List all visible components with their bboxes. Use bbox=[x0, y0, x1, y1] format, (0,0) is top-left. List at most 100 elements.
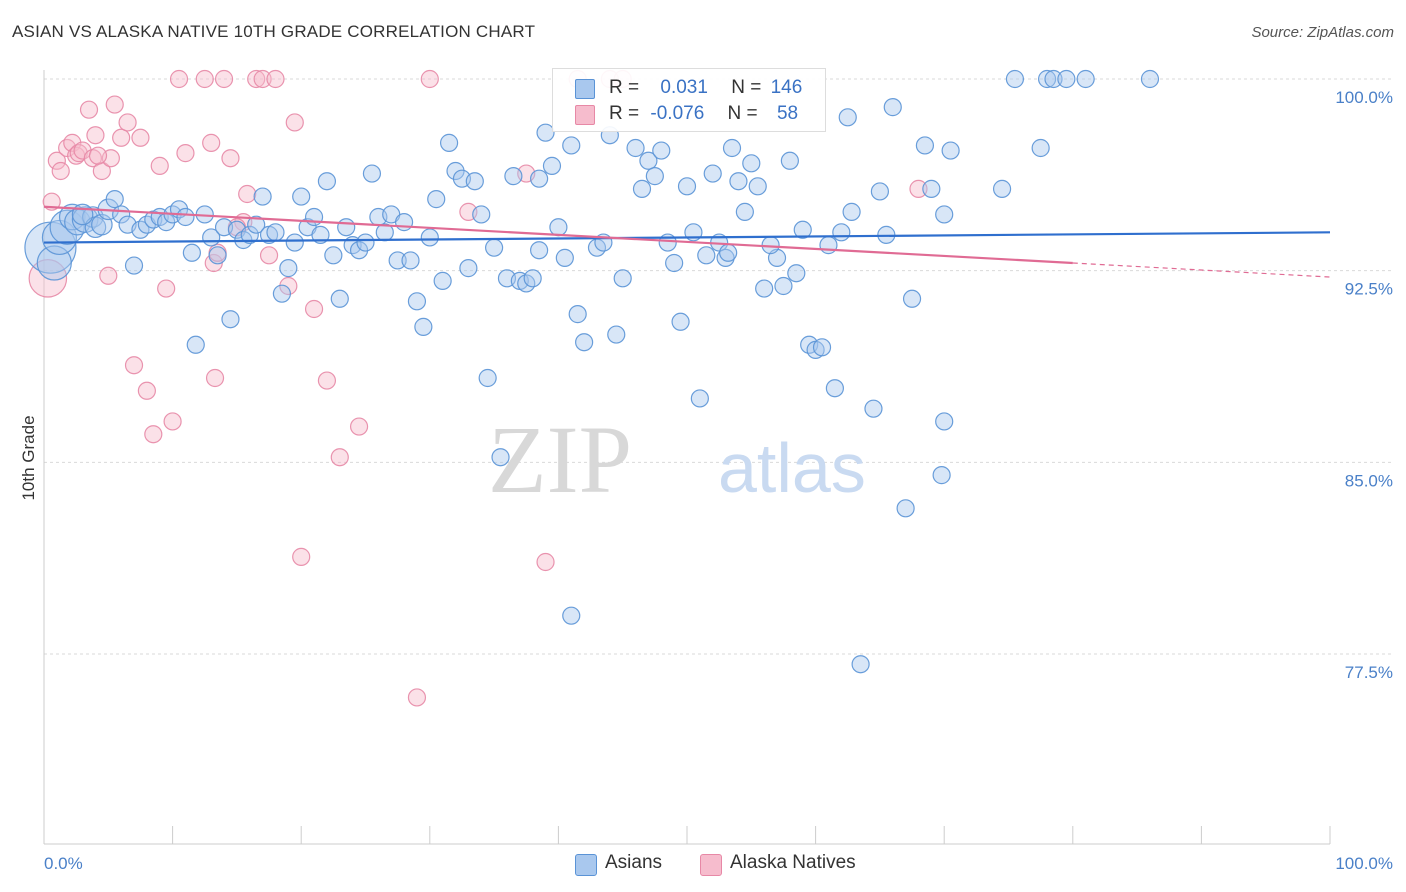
asian-point bbox=[935, 205, 954, 224]
asian-point bbox=[1037, 69, 1057, 89]
asian-point bbox=[465, 172, 484, 191]
asian-point bbox=[176, 207, 195, 227]
asian-point bbox=[902, 289, 922, 308]
asian-point bbox=[240, 225, 259, 244]
y-tick-label: 77.5% bbox=[1345, 663, 1393, 682]
legend-r-label: R = bbox=[609, 103, 640, 124]
asian-point bbox=[523, 269, 542, 288]
x-tick-label: 100.0% bbox=[1335, 854, 1393, 873]
asian-point bbox=[842, 202, 861, 221]
asian-point bbox=[755, 279, 774, 298]
asian-point bbox=[459, 259, 478, 278]
asian-point bbox=[838, 108, 857, 127]
alaska-point bbox=[112, 128, 131, 147]
asian-point bbox=[407, 292, 427, 311]
asian-point bbox=[491, 448, 510, 467]
asian-point bbox=[941, 141, 960, 160]
asian-point bbox=[652, 141, 671, 160]
asian-point bbox=[774, 276, 793, 296]
asian-point bbox=[883, 98, 902, 117]
alaska-point bbox=[330, 448, 349, 467]
asian-point bbox=[1140, 69, 1160, 89]
alaska-point bbox=[266, 69, 285, 89]
asian-point bbox=[639, 151, 658, 170]
asian-point bbox=[317, 172, 337, 191]
alaska-point bbox=[195, 69, 214, 89]
alaska-point bbox=[317, 371, 337, 390]
asian-point bbox=[1044, 69, 1063, 89]
alaska-point bbox=[536, 552, 555, 572]
alaska-point bbox=[92, 161, 111, 181]
asian-point bbox=[285, 233, 304, 252]
alaska-point bbox=[137, 381, 156, 400]
legend-swatch-alaska bbox=[575, 105, 595, 125]
alaska-point bbox=[247, 69, 266, 89]
asian-point bbox=[272, 284, 292, 303]
chart-title: ASIAN VS ALASKA NATIVE 10TH GRADE CORREL… bbox=[12, 22, 536, 41]
asian-point bbox=[182, 243, 201, 262]
alaska-point bbox=[202, 133, 221, 152]
axes bbox=[43, 70, 1331, 845]
asian-point bbox=[478, 368, 497, 388]
asian-point bbox=[356, 233, 375, 252]
alaska-point bbox=[169, 69, 189, 89]
asian-point bbox=[793, 220, 812, 239]
legend-n-value: 58 bbox=[776, 103, 799, 124]
alaska-point bbox=[407, 688, 427, 707]
asian-point bbox=[825, 379, 844, 398]
y-tick-labels: 100.0% 92.5% 85.0% 77.5% bbox=[1335, 88, 1393, 682]
asian-point bbox=[935, 412, 954, 431]
series-swatch-asians bbox=[575, 854, 597, 876]
asian-point bbox=[562, 606, 581, 625]
asian-point bbox=[832, 223, 851, 242]
alaska-point bbox=[124, 356, 144, 375]
y-tick-label: 85.0% bbox=[1345, 471, 1393, 490]
asian-point bbox=[729, 172, 748, 191]
asian-point bbox=[221, 310, 240, 329]
legend-n-value: 146 bbox=[770, 77, 803, 98]
asian-point bbox=[812, 338, 832, 357]
asian-point bbox=[311, 225, 330, 244]
asian-point bbox=[575, 333, 594, 352]
watermark-atlas: atlas bbox=[718, 429, 866, 507]
asian-point bbox=[992, 179, 1012, 198]
alaska-point bbox=[51, 161, 70, 181]
asian-point bbox=[504, 167, 523, 186]
asian-point bbox=[414, 317, 433, 336]
asian-point bbox=[915, 136, 935, 155]
asian-point bbox=[719, 243, 738, 262]
asian-point bbox=[703, 164, 722, 183]
legend-n-label: N = bbox=[731, 77, 762, 98]
asian-point bbox=[388, 251, 407, 270]
trend-line-asians bbox=[43, 231, 1331, 244]
alaska-point bbox=[86, 126, 105, 145]
asian-point bbox=[780, 151, 799, 170]
asian-point bbox=[722, 138, 742, 158]
series-legend: Asians Alaska Natives bbox=[0, 852, 1406, 876]
asian-point bbox=[787, 264, 806, 283]
asian-point bbox=[568, 305, 587, 324]
asian-point bbox=[485, 238, 504, 257]
alaska-point bbox=[420, 69, 439, 89]
watermark: ZIP atlas bbox=[488, 406, 866, 513]
asian-points bbox=[24, 69, 1160, 674]
asian-point bbox=[613, 269, 632, 288]
asian-point bbox=[742, 154, 761, 173]
alaska-point bbox=[144, 425, 163, 444]
asian-point bbox=[536, 123, 555, 142]
alaska-point bbox=[105, 95, 124, 114]
asian-point bbox=[427, 190, 446, 209]
asian-point bbox=[253, 187, 272, 206]
asian-point bbox=[337, 218, 356, 237]
asian-point bbox=[896, 499, 915, 518]
asian-point bbox=[439, 133, 459, 152]
asian-point bbox=[1031, 138, 1050, 158]
asian-point bbox=[562, 136, 581, 155]
asian-point bbox=[735, 202, 754, 221]
alaska-point bbox=[259, 246, 279, 265]
asian-point bbox=[324, 246, 343, 265]
asian-point bbox=[1076, 69, 1095, 89]
source-label: Source: ZipAtlas.com bbox=[1251, 24, 1394, 41]
legend-text-alaska: R = -0.076 N = 58 bbox=[609, 103, 798, 125]
